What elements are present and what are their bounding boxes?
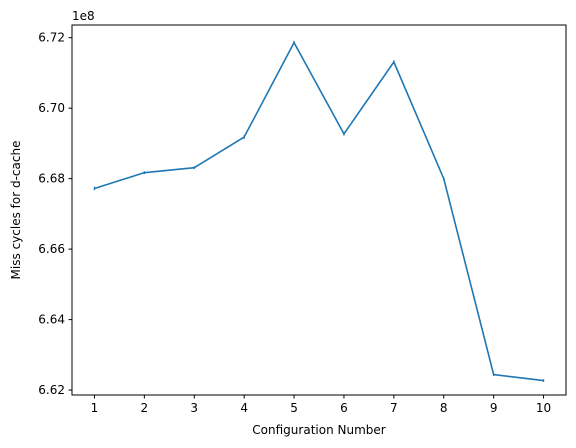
x-tick-label: 2 [141, 401, 149, 415]
y-tick-label: 6.62 [38, 383, 65, 397]
y-tick-label: 6.66 [38, 242, 65, 256]
x-tick-label: 6 [340, 401, 348, 415]
y-offset-label: 1e8 [72, 9, 95, 23]
y-axis-label: Miss cycles for d-cache [9, 141, 23, 280]
x-tick-label: 9 [490, 401, 498, 415]
plot-area [72, 25, 566, 395]
y-axis-ticks: 6.62 6.64 6.66 6.68 6.70 6.72 [38, 31, 72, 397]
y-tick-label: 6.64 [38, 313, 65, 327]
x-tick-label: 8 [440, 401, 448, 415]
y-tick-label: 6.68 [38, 172, 65, 186]
x-tick-label: 7 [390, 401, 398, 415]
y-tick-label: 6.72 [38, 31, 65, 45]
x-tick-label: 5 [290, 401, 298, 415]
x-axis-ticks: 1 2 3 4 5 6 7 8 9 10 [91, 395, 551, 415]
y-tick-label: 6.70 [38, 101, 65, 115]
x-axis-label: Configuration Number [252, 423, 385, 437]
series-line [94, 41, 544, 382]
series-layer [93, 40, 545, 382]
x-tick-label: 3 [190, 401, 198, 415]
plot-frame [71, 24, 567, 396]
x-tick-label: 1 [91, 401, 99, 415]
x-tick-label: 10 [536, 401, 551, 415]
x-tick-label: 4 [240, 401, 248, 415]
